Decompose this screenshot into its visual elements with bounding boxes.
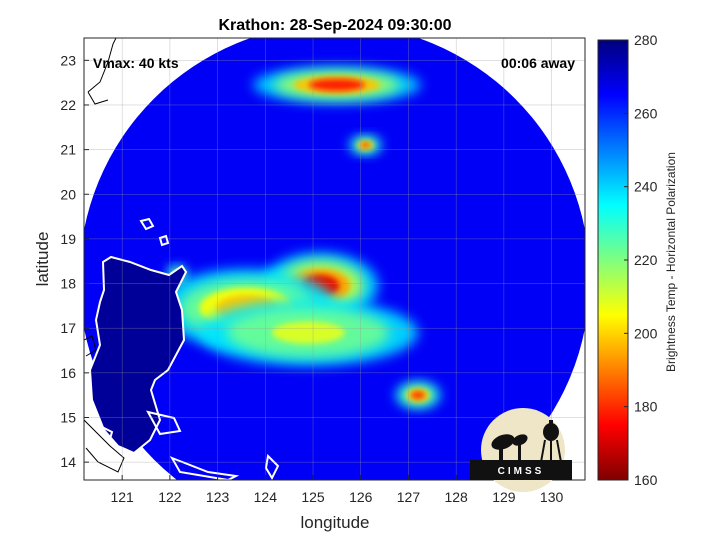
plot-frame xyxy=(83,37,586,481)
x-tick-label: 121 xyxy=(110,489,134,505)
vmax-annotation: Vmax: 40 kts xyxy=(93,55,179,71)
y-tick-label: 21 xyxy=(60,142,76,158)
feature-southeast-cell xyxy=(395,381,441,409)
x-tick-label: 125 xyxy=(301,489,325,505)
y-axis-label: latitude xyxy=(33,232,52,287)
y-tick-label: 17 xyxy=(60,320,76,336)
colorbar-tick-label: 280 xyxy=(634,32,658,48)
y-tick-label: 22 xyxy=(60,97,76,113)
colorbar-tick-label: 160 xyxy=(634,472,658,488)
logo-banner xyxy=(470,460,572,480)
convective-features xyxy=(156,66,441,409)
y-tick-label: 16 xyxy=(60,365,76,381)
feature-north-feeder xyxy=(253,66,421,103)
colorbar-tick-label: 200 xyxy=(634,325,658,341)
x-axis-label: longitude xyxy=(300,513,369,532)
x-tick-label: 126 xyxy=(349,489,373,505)
y-tick-label: 14 xyxy=(60,454,76,470)
grid-lines xyxy=(84,38,585,480)
feature-north-cell xyxy=(349,136,382,155)
luzon-landmass xyxy=(88,255,188,455)
y-tick-label: 23 xyxy=(60,52,76,68)
chart-title: Krathon: 28-Sep-2024 09:30:00 xyxy=(219,17,452,34)
babuyan-islet xyxy=(139,217,155,231)
feature-south-arc xyxy=(198,299,418,366)
x-tick-label: 127 xyxy=(397,489,421,505)
colorbar-label: Brightness Temp - Horizontal Polarizatio… xyxy=(664,152,678,372)
x-tick-label: 128 xyxy=(444,489,468,505)
colorbar-tick-label: 220 xyxy=(634,252,658,268)
land-masses xyxy=(84,38,280,480)
satellite-dish-icon xyxy=(491,434,528,461)
logo-text: CIMSS xyxy=(498,466,545,477)
x-tick-label: 124 xyxy=(254,489,278,505)
feature-layer xyxy=(271,321,345,344)
y-tick-label: 20 xyxy=(60,186,76,202)
water-tower-icon xyxy=(540,420,562,463)
visayas-islands xyxy=(94,410,280,480)
colorbar-tick-label: 260 xyxy=(634,105,658,121)
x-tick-label: 130 xyxy=(540,489,564,505)
time-away-annotation: 00:06 away xyxy=(501,55,575,71)
x-tick-label: 129 xyxy=(492,489,516,505)
x-tick-label: 122 xyxy=(158,489,182,505)
x-tick-label: 123 xyxy=(206,489,230,505)
taiwan-coast xyxy=(87,38,117,105)
babuyan-islet xyxy=(158,234,170,247)
plot-area xyxy=(84,38,585,480)
cimss-logo: CIMSS xyxy=(470,408,572,492)
y-tick-label: 15 xyxy=(60,409,76,425)
colorbar-tick-label: 180 xyxy=(634,399,658,415)
feature-layer xyxy=(410,390,426,400)
feature-layer xyxy=(360,142,371,149)
colorbar-ticks: 160 180 200 220 240 260 280 xyxy=(624,32,658,488)
colorbar xyxy=(597,39,629,481)
y-tick-label: 18 xyxy=(60,276,76,292)
y-tick-label: 19 xyxy=(60,231,76,247)
colorbar-tick-label: 240 xyxy=(634,179,658,195)
feature-layer xyxy=(308,78,365,91)
y-axis-ticks: 14 15 16 17 18 19 20 21 22 23 xyxy=(60,52,89,470)
x-axis-ticks: 121 122 123 124 125 126 127 128 129 130 xyxy=(110,475,563,505)
